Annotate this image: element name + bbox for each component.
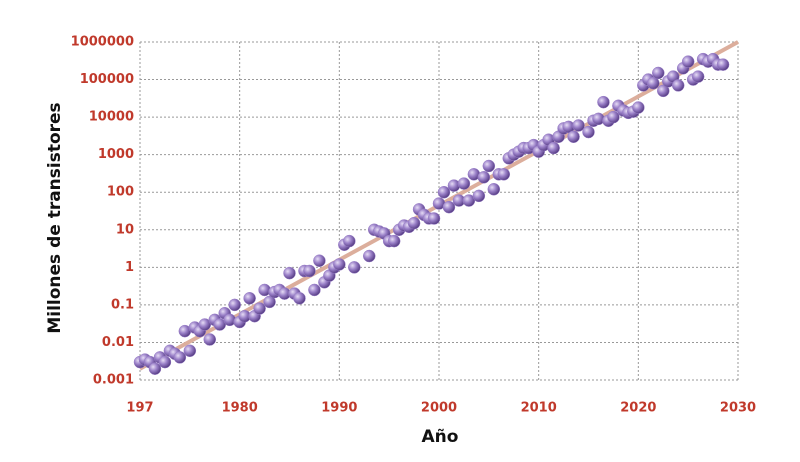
- y-tick-label: 100000: [80, 72, 134, 87]
- x-tick-label: 1980: [222, 401, 258, 416]
- data-point: [547, 141, 560, 155]
- y-tick-label: 0.1: [111, 297, 134, 312]
- data-point: [487, 182, 501, 196]
- data-point: [567, 130, 580, 143]
- data-point: [333, 258, 346, 271]
- data-point: [427, 212, 441, 225]
- data-point: [173, 351, 187, 364]
- data-point: [681, 55, 695, 68]
- data-point: [457, 177, 471, 190]
- y-tick-label: 1000000: [71, 35, 134, 50]
- data-point: [158, 355, 172, 369]
- data-point: [607, 110, 620, 124]
- data-point: [647, 76, 660, 90]
- data-point: [497, 168, 511, 181]
- data-point: [691, 70, 705, 83]
- data-point: [582, 125, 595, 139]
- data-point: [362, 249, 376, 263]
- data-point: [632, 101, 645, 114]
- data-point: [313, 254, 326, 267]
- data-point: [407, 216, 421, 230]
- data-point: [263, 295, 276, 309]
- data-point: [303, 264, 316, 278]
- data-point: [243, 292, 256, 305]
- data-point: [572, 119, 585, 132]
- data-point: [293, 292, 306, 305]
- data-point: [183, 344, 197, 358]
- y-tick-label: 10: [116, 222, 134, 237]
- data-point: [482, 159, 496, 173]
- y-tick-label: 10000: [89, 110, 134, 125]
- data-point: [652, 66, 665, 80]
- data-point: [472, 189, 486, 203]
- x-tick-label: 2030: [720, 401, 756, 416]
- data-point: [228, 298, 241, 312]
- data-point: [253, 302, 266, 315]
- data-point: [442, 200, 456, 214]
- data-point: [597, 95, 610, 109]
- data-point: [387, 234, 401, 248]
- x-tick-label: 2010: [521, 401, 557, 416]
- x-tick-label: 2000: [421, 401, 457, 416]
- x-tick-label: 197: [126, 401, 153, 416]
- data-point: [343, 234, 356, 248]
- data-point: [348, 261, 361, 274]
- y-tick-label: 0.001: [93, 373, 134, 388]
- data-point: [477, 171, 491, 184]
- y-tick-label: 1: [125, 260, 134, 275]
- y-tick-label: 1000: [98, 147, 134, 162]
- data-point: [671, 79, 685, 92]
- data-point: [283, 266, 296, 280]
- data-point: [203, 333, 217, 346]
- data-point: [437, 185, 451, 199]
- x-tick-label: 1990: [321, 401, 357, 416]
- data-point: [308, 283, 321, 297]
- x-axis-title: Año: [422, 427, 459, 447]
- y-axis-title: Millones de transistores: [45, 102, 65, 333]
- data-point: [716, 58, 730, 71]
- data-point: [148, 362, 162, 375]
- y-tick-label: 100: [107, 185, 134, 200]
- x-tick-label: 2020: [620, 401, 656, 416]
- y-tick-label: 0.01: [102, 335, 134, 350]
